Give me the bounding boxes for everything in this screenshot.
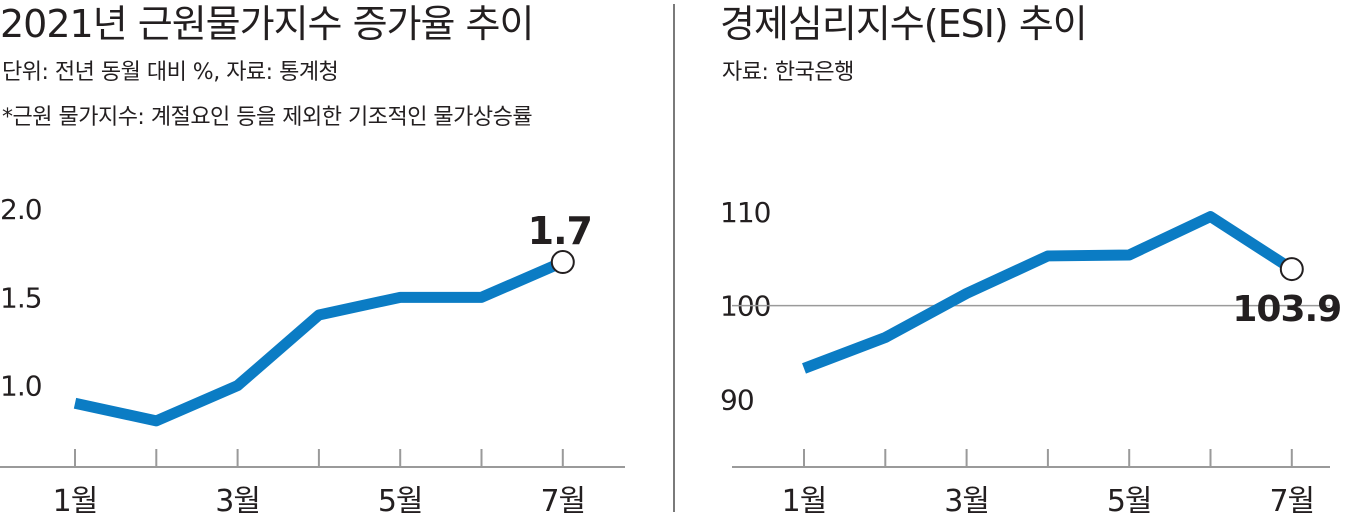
- chart-subtitle-source: 자료: 한국은행: [722, 60, 854, 85]
- x-tick-label: 7월: [1269, 484, 1314, 519]
- x-tick-label: 1월: [53, 484, 98, 519]
- x-tick-label: 1월: [782, 484, 827, 519]
- x-tick-label: 3월: [215, 484, 260, 519]
- end-value-label: 103.9: [1232, 289, 1341, 330]
- end-point-marker: [1279, 257, 1304, 282]
- core-inflation-line-chart: 2.0 1.5 1.0 1월 3월 5월 7월 1.7: [0, 193, 625, 519]
- y-tick-label: 1.0: [0, 370, 42, 403]
- x-tick-label: 5월: [1107, 484, 1152, 519]
- y-tick-label: 2.0: [0, 193, 42, 226]
- chart-title: 경제심리지수(ESI) 추이: [720, 2, 1088, 46]
- end-value-label: 1.7: [528, 209, 592, 253]
- chart-title: 2021년 근원물가지수 증가율 추이: [0, 2, 534, 46]
- end-point-marker: [550, 250, 575, 275]
- y-tick-label: 90: [720, 383, 754, 416]
- x-tick-label: 7월: [540, 484, 585, 519]
- y-tick-label: 110: [720, 196, 770, 229]
- series-line: [73, 257, 565, 427]
- series-line: [802, 211, 1295, 374]
- panel-divider: [673, 4, 675, 512]
- x-tick-label: 3월: [944, 484, 989, 519]
- chart-panel-esi: 경제심리지수(ESI) 추이 자료: 한국은행 110 100 90 1월 3월 5월 7월…: [690, 0, 1346, 519]
- chart-subtitle-unit-source: 단위: 전년 동월 대비 %, 자료: 통계청: [2, 60, 339, 85]
- x-tick-label: 5월: [378, 484, 423, 519]
- chart-subtitle-footnote: *근원 물가지수: 계절요인 등을 제외한 기조적인 물가상승률: [2, 105, 533, 130]
- chart-panel-core-inflation: 2021년 근원물가지수 증가율 추이 단위: 전년 동월 대비 %, 자료: …: [0, 0, 660, 519]
- y-tick-label: 1.5: [0, 281, 42, 314]
